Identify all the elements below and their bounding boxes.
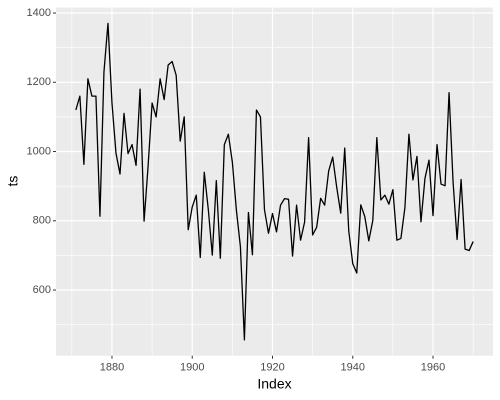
y-tick-label: 600 — [33, 284, 51, 296]
y-tick-label: 800 — [33, 215, 51, 227]
line — [75, 22, 474, 341]
x-tick-label: 1940 — [341, 362, 365, 374]
panel — [56, 7, 493, 356]
y-tick-label: 1200 — [27, 76, 51, 88]
x-axis-label: Index — [257, 376, 291, 392]
y-tick-label: 1000 — [27, 145, 51, 157]
x-tick-label: 1920 — [260, 362, 284, 374]
x-tick-label: 1900 — [180, 362, 204, 374]
y-axis-label: ts — [5, 176, 21, 187]
y-tick-label: 1400 — [27, 7, 51, 19]
x-tick-label: 1880 — [100, 362, 124, 374]
x-tick-label: 1960 — [421, 362, 445, 374]
